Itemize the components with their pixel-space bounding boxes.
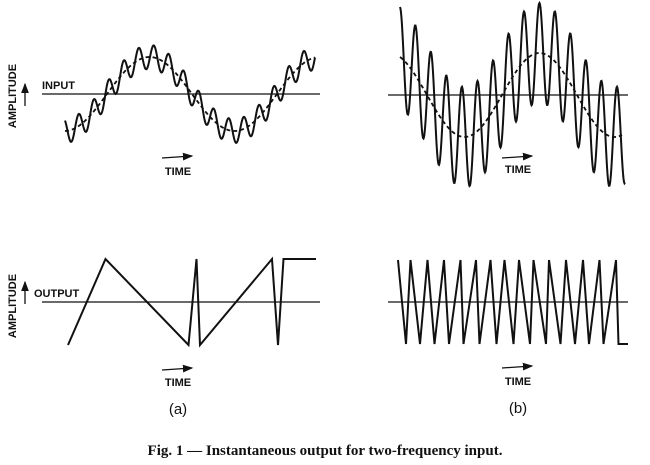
waveform — [397, 259, 628, 345]
waveform — [399, 0, 626, 188]
signal-label: OUTPUT — [34, 288, 80, 300]
arrow — [501, 362, 534, 371]
arrow — [161, 152, 194, 161]
arrow — [161, 364, 194, 373]
time-label: TIME — [165, 166, 191, 178]
arrow — [501, 152, 534, 161]
axis-label: AMPLITUDE — [7, 64, 19, 128]
waveform — [67, 256, 316, 348]
time-label: TIME — [165, 377, 191, 389]
axis-label: AMPLITUDE — [7, 274, 19, 338]
panel-label: (a) — [169, 401, 187, 418]
time-label: TIME — [505, 164, 531, 176]
waveform — [64, 44, 316, 144]
signal-label: INPUT — [42, 80, 75, 92]
panel-label: (b) — [509, 400, 527, 417]
caption: Fig. 1 — Instantaneous output for two-fr… — [148, 443, 503, 459]
slow-component — [399, 52, 623, 138]
time-label: TIME — [505, 376, 531, 388]
waveforms — [64, 0, 628, 348]
